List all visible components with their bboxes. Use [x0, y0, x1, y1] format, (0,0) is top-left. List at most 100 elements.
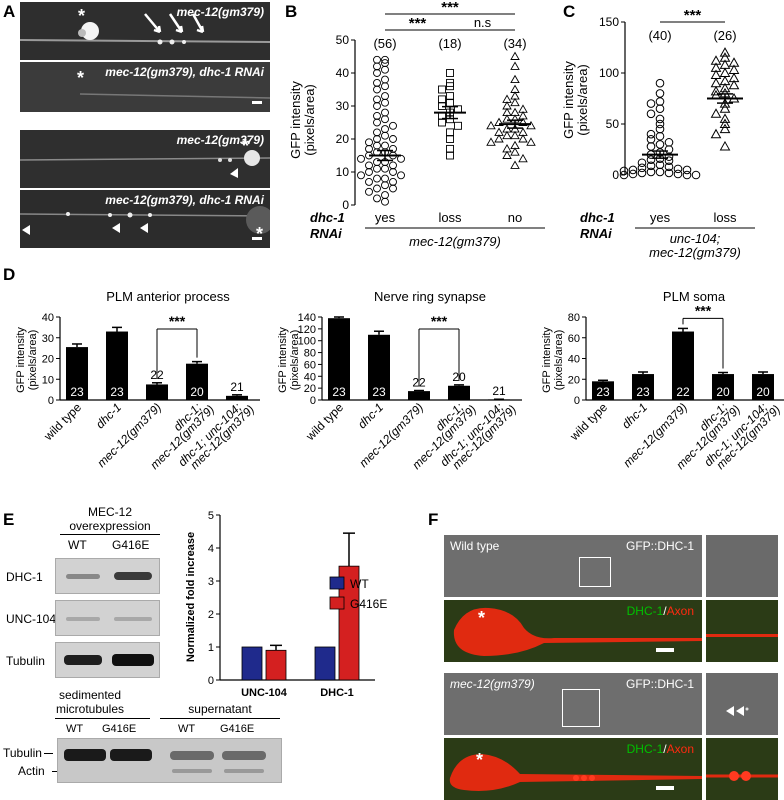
- data-point: [655, 89, 665, 98]
- data-point: [526, 120, 536, 130]
- data-point: [381, 92, 389, 101]
- data-point: [628, 169, 638, 179]
- data-point: [646, 142, 656, 151]
- row-label: RNAi: [580, 226, 612, 241]
- y-tick-label: 80: [568, 312, 580, 324]
- data-point: [446, 98, 454, 107]
- y-tick-label: 40: [336, 66, 350, 80]
- data-point: [381, 125, 389, 134]
- bar: [672, 331, 694, 400]
- y-tick-label: 0: [208, 675, 214, 687]
- data-point: [510, 74, 520, 84]
- western-blot-tubulin: [55, 642, 160, 678]
- lane-label-wt: WT: [66, 723, 84, 735]
- y-tick-label: 10: [336, 165, 350, 179]
- data-point: [655, 97, 665, 106]
- n-label: 20: [190, 385, 204, 399]
- micrograph-a3: * mec-12(gm379): [20, 130, 270, 188]
- y-tick-label: 80: [304, 348, 316, 360]
- scale-bar: [252, 101, 262, 104]
- n-label: 23: [596, 385, 610, 399]
- panel-label-f: F: [428, 510, 439, 529]
- data-point: [673, 164, 683, 174]
- data-point: [710, 85, 722, 96]
- x-category-label: dhc-1: [93, 400, 124, 431]
- y-tick-label: 0: [574, 395, 580, 407]
- lane-label-g416e: G416E: [102, 723, 137, 735]
- data-point: [381, 131, 389, 140]
- micrograph-f-wt-gfp-inset: [706, 535, 778, 597]
- n-label: (18): [438, 36, 461, 51]
- data-point: [381, 164, 389, 173]
- data-point: [486, 137, 496, 146]
- lane-label-wt: WT: [178, 723, 196, 735]
- n-label: (26): [713, 28, 736, 43]
- data-point: [373, 55, 381, 64]
- data-point: [446, 92, 454, 101]
- data-point: [365, 161, 373, 170]
- y-tick-label: 50: [336, 33, 350, 47]
- n-label: (34): [503, 36, 526, 51]
- data-point: [454, 121, 462, 130]
- n-label: 23: [70, 385, 84, 399]
- data-point: [655, 119, 665, 129]
- data-point: [446, 128, 454, 137]
- genotype-label-wt: Wild type: [450, 539, 500, 553]
- data-point: [682, 170, 692, 180]
- data-point: [637, 158, 647, 168]
- n-label: 23: [110, 385, 124, 399]
- data-point: [673, 169, 683, 179]
- western-blot-dhc1: [55, 558, 160, 594]
- data-point: [664, 156, 674, 166]
- data-point: [389, 168, 397, 176]
- data-point: [373, 128, 381, 137]
- blot-band: [114, 572, 152, 580]
- data-point: [381, 98, 389, 107]
- data-point: [510, 130, 520, 140]
- data-point: [719, 113, 731, 123]
- significance-label: ***: [431, 313, 448, 329]
- y-tick-label: 40: [568, 354, 580, 366]
- bar: [712, 374, 734, 400]
- y-axis-label: (pixels/area): [27, 330, 39, 391]
- data-point: [628, 165, 638, 175]
- y-axis-label: (pixels/area): [302, 84, 317, 156]
- data-point: [446, 144, 454, 153]
- data-point: [389, 184, 397, 193]
- data-point: [646, 129, 656, 139]
- bar: [106, 331, 128, 400]
- bar-wt: [314, 646, 336, 681]
- n-label: 20: [756, 385, 770, 399]
- blot-band: [114, 617, 152, 621]
- y-axis-label: Normalized fold increase: [185, 532, 197, 662]
- overexpression-title: MEC-12 overexpression: [60, 505, 160, 533]
- y-tick-label: 40: [304, 371, 316, 383]
- n-label: 23: [332, 385, 346, 399]
- y-tick-label: 40: [42, 312, 54, 324]
- y-tick-label: 5: [208, 510, 214, 522]
- data-point: [719, 67, 731, 77]
- data-point: [446, 151, 454, 160]
- significance-label: n.s: [474, 15, 492, 30]
- scale-bar: [656, 648, 674, 652]
- y-tick-label: 150: [599, 15, 619, 29]
- micrograph-f-mut-gfp: mec-12(gm379) GFP::DHC-1: [444, 673, 702, 735]
- bar-wt: [241, 646, 263, 681]
- micrograph-a1: * mec-12(gm379): [20, 2, 270, 60]
- chart-e: Normalized fold increase 0 1 2 3 4 5 UNC-104 DHC…: [185, 510, 387, 699]
- y-tick-label: 2: [208, 609, 214, 621]
- data-point: [655, 140, 665, 149]
- data-point: [357, 171, 365, 180]
- data-point: [719, 118, 731, 128]
- channel-label: GFP::DHC-1: [625, 539, 694, 553]
- chart-title: Nerve ring synapse: [374, 289, 486, 304]
- data-point: [381, 108, 389, 117]
- inset-box: [562, 689, 600, 727]
- data-point: [365, 144, 373, 153]
- data-point: [682, 165, 692, 175]
- data-point: [710, 77, 722, 88]
- scale-bar: [252, 237, 262, 240]
- group-label: mec-12(gm379): [409, 234, 501, 249]
- lane-divider: [60, 534, 160, 535]
- data-point: [510, 61, 520, 70]
